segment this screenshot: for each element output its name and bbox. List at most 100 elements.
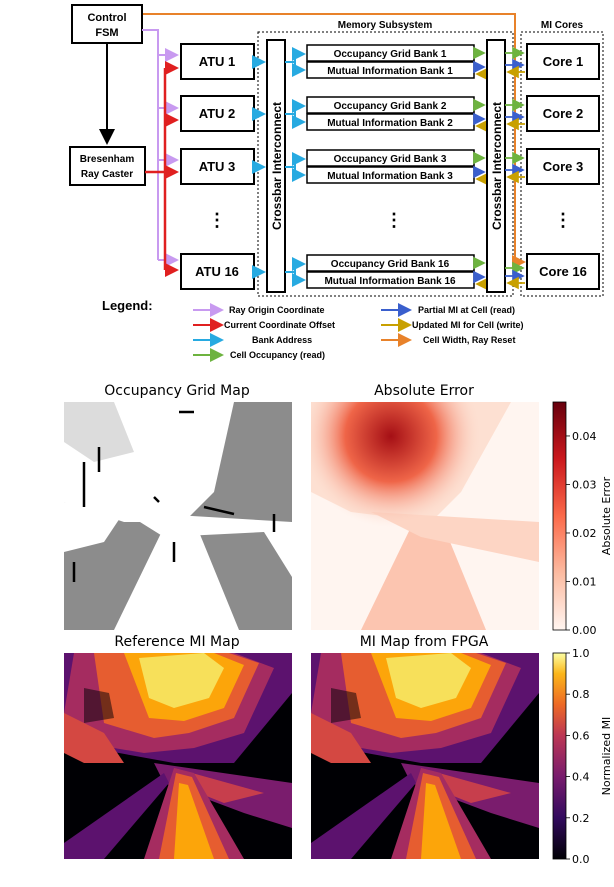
fork-2b <box>292 114 306 129</box>
bresenham-box <box>69 146 146 186</box>
legend-label-cell-occupancy: Cell Occupancy (read) <box>230 350 325 360</box>
core-dots: ⋮ <box>554 210 572 230</box>
atu-1-label: ATU 1 <box>199 54 236 69</box>
fork-16 <box>285 257 306 273</box>
atu-16-label: ATU 16 <box>195 264 239 279</box>
coord-offset-trunk <box>145 68 167 174</box>
crossbar-right <box>486 39 506 293</box>
mi-bank-1-label: Mutual Information Bank 1 <box>327 66 453 77</box>
bank-pair-1: Occupancy Grid Bank 1 Mutual Information… <box>306 44 475 79</box>
bank-pair-16: Occupancy Grid Bank 16 Mutual Informatio… <box>306 254 475 289</box>
error-colorbar-tick-label: 0.04 <box>572 430 597 443</box>
plot-title-abs-error: Absolute Error <box>374 383 474 399</box>
occupancy-bank-1-label: Occupancy Grid Bank 1 <box>334 49 447 60</box>
error-colorbar-ticks: 0.00 0.01 0.02 0.03 0.04 <box>566 430 597 637</box>
plot-title-occupancy: Occupancy Grid Map <box>104 383 250 399</box>
crossbar-core-links <box>505 46 525 290</box>
core-1-box <box>526 43 600 80</box>
control-fsm-line2: FSM <box>95 27 118 39</box>
crossbar-left-label: Crossbar Interconnect <box>270 102 284 230</box>
control-fsm-line1: Control <box>87 12 126 24</box>
plot-title-ref-mi: Reference MI Map <box>114 634 239 650</box>
error-colorbar-gradient <box>552 401 567 631</box>
core-2-label: Core 2 <box>543 106 583 121</box>
core-3-label: Core 3 <box>543 159 583 174</box>
bank-crossbar-links <box>473 46 488 291</box>
control-fsm-box <box>71 4 143 44</box>
fork-3b <box>292 167 306 182</box>
legend-title: Legend: <box>102 298 153 313</box>
legend-label-bank-address: Bank Address <box>252 335 312 345</box>
mi-colorbar-tick-label: 1.0 <box>572 647 590 660</box>
occ-grey-shadow <box>64 402 134 462</box>
fork-1b <box>292 62 306 77</box>
core-3-box <box>526 148 600 185</box>
atu-3-label: ATU 3 <box>199 159 236 174</box>
atu-dots: ⋮ <box>208 210 226 230</box>
bank-pair-3: Occupancy Grid Bank 3 Mutual Information… <box>306 149 475 184</box>
bresenham-line1: Bresenham <box>80 154 135 165</box>
mi-colorbar-tick-label: 0.6 <box>572 729 590 742</box>
fork-1 <box>285 47 306 63</box>
error-colorbar-tick-label: 0.01 <box>572 575 597 588</box>
atu-group: ATU 1 ATU 2 ATU 3 ⋮ ATU 16 <box>180 43 255 290</box>
occ-wall-7 <box>153 496 160 503</box>
occupancy-bank-3-label: Occupancy Grid Bank 3 <box>334 154 447 165</box>
occupancy-bank-16-label: Occupancy Grid Bank 16 <box>331 259 450 270</box>
crossbar-right-label: Crossbar Interconnect <box>490 102 504 230</box>
error-colorbar-tick-label: 0.02 <box>572 527 597 540</box>
error-colorbar-tick-label: 0.00 <box>572 624 597 637</box>
legend-label-coord-offset: Current Coordinate Offset <box>224 320 335 330</box>
fork-2 <box>285 99 306 115</box>
occupancy-grid-map <box>64 402 292 630</box>
mi-bank-3-label: Mutual Information Bank 3 <box>327 171 453 182</box>
memory-subsystem-label: Memory Subsystem <box>338 20 433 31</box>
legend: Legend: Ray Origin Coordinate Current Co… <box>102 298 524 362</box>
bank-dots: ⋮ <box>385 210 403 230</box>
legend-label-ray-origin: Ray Origin Coordinate <box>229 305 325 315</box>
mi-colorbar-tick-label: 0.0 <box>572 853 590 866</box>
mi-colorbar-tick-label: 0.2 <box>572 812 590 825</box>
core-group: Core 1 Core 2 Core 3 ⋮ Core 16 <box>526 43 600 290</box>
mi-colorbar-gradient <box>552 652 567 860</box>
mi-colorbar-ticks: 0.0 0.2 0.4 0.6 0.8 1.0 <box>566 647 590 866</box>
fork-3 <box>285 152 306 168</box>
core-16-box <box>526 253 600 290</box>
fpga-mi-map <box>311 653 539 859</box>
occupancy-bank-2-label: Occupancy Grid Bank 2 <box>334 101 447 112</box>
core-16-label: Core 16 <box>539 264 587 279</box>
atu-2-label: ATU 2 <box>199 106 236 121</box>
bank-address-forks <box>285 47 306 287</box>
core-2-box <box>526 95 600 132</box>
control-fsm-label: Control FSM <box>87 12 126 39</box>
reference-mi-map <box>64 653 292 859</box>
mi-bank-2-label: Mutual Information Bank 2 <box>327 118 453 129</box>
occ-free-left <box>64 502 124 552</box>
occ-wall-5 <box>203 505 235 516</box>
occ-walls <box>72 410 276 582</box>
mi-colorbar-tick-label: 0.8 <box>572 688 590 701</box>
legend-label-partial-mi: Partial MI at Cell (read) <box>418 305 515 315</box>
error-colorbar-tick-label: 0.03 <box>572 478 597 491</box>
bresenham-label: Bresenham Ray Caster <box>80 154 135 180</box>
mi-bank-16-label: Mutual Information Bank 16 <box>324 276 456 287</box>
mi-cores-label: MI Cores <box>541 20 584 31</box>
mi-colorbar-tick-label: 0.4 <box>572 771 590 784</box>
legend-label-cell-width: Cell Width, Ray Reset <box>423 335 515 345</box>
fork-16b <box>292 272 306 287</box>
core-1-label: Core 1 <box>543 54 583 69</box>
ray-origin-trunk <box>142 29 159 260</box>
atu-1-box <box>180 43 255 80</box>
atu-16-box <box>180 253 255 290</box>
legend-label-updated-mi: Updated MI for Cell (write) <box>412 320 524 330</box>
error-colorbar: 0.00 0.01 0.02 0.03 0.04 Absolute Error <box>552 401 613 637</box>
abs-error-map <box>311 402 539 630</box>
bank-pair-2: Occupancy Grid Bank 2 Mutual Information… <box>306 96 475 131</box>
plot-title-fpga-mi: MI Map from FPGA <box>360 634 489 650</box>
bresenham-line2: Ray Caster <box>81 169 133 180</box>
atu-2-box <box>180 95 255 132</box>
err-hotspot <box>311 402 539 630</box>
error-colorbar-label: Absolute Error <box>600 476 613 555</box>
mi-colorbar: 0.0 0.2 0.4 0.6 0.8 1.0 Normalized MI <box>552 647 613 866</box>
occ-free-bottom <box>114 527 239 630</box>
